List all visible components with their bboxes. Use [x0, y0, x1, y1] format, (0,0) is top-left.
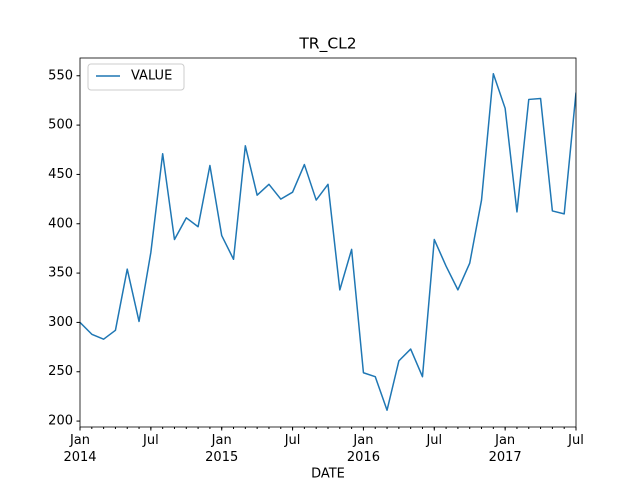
y-tick-label: 350: [48, 266, 73, 281]
plot-frame: [79, 57, 577, 428]
y-tick-label: 200: [48, 414, 73, 429]
y-tick-label: 250: [48, 364, 73, 379]
legend-box: [87, 63, 185, 91]
x-tick-label: Jan 2015: [205, 433, 239, 465]
y-tick-label: 450: [48, 167, 73, 182]
x-tick-label: Jul: [143, 433, 159, 448]
x-axis-label: DATE: [311, 467, 345, 480]
x-tick-label: Jul: [568, 433, 584, 448]
y-tick-label: 300: [48, 315, 73, 330]
x-tick-label: Jul: [284, 433, 301, 448]
chart-title: TR_CL2: [298, 35, 356, 54]
legend-label: VALUE: [131, 69, 172, 84]
y-tick-label: 400: [48, 216, 73, 231]
y-tick-label: 500: [48, 118, 73, 133]
line: [80, 73, 576, 411]
x-tick-label: Jan 2017: [488, 433, 522, 465]
x-tick-label: Jul: [426, 433, 443, 448]
y-tick-label: 550: [48, 68, 73, 83]
x-tick-label: Jan 2016: [346, 433, 380, 465]
x-tick-label: Jan 2014: [63, 433, 97, 465]
